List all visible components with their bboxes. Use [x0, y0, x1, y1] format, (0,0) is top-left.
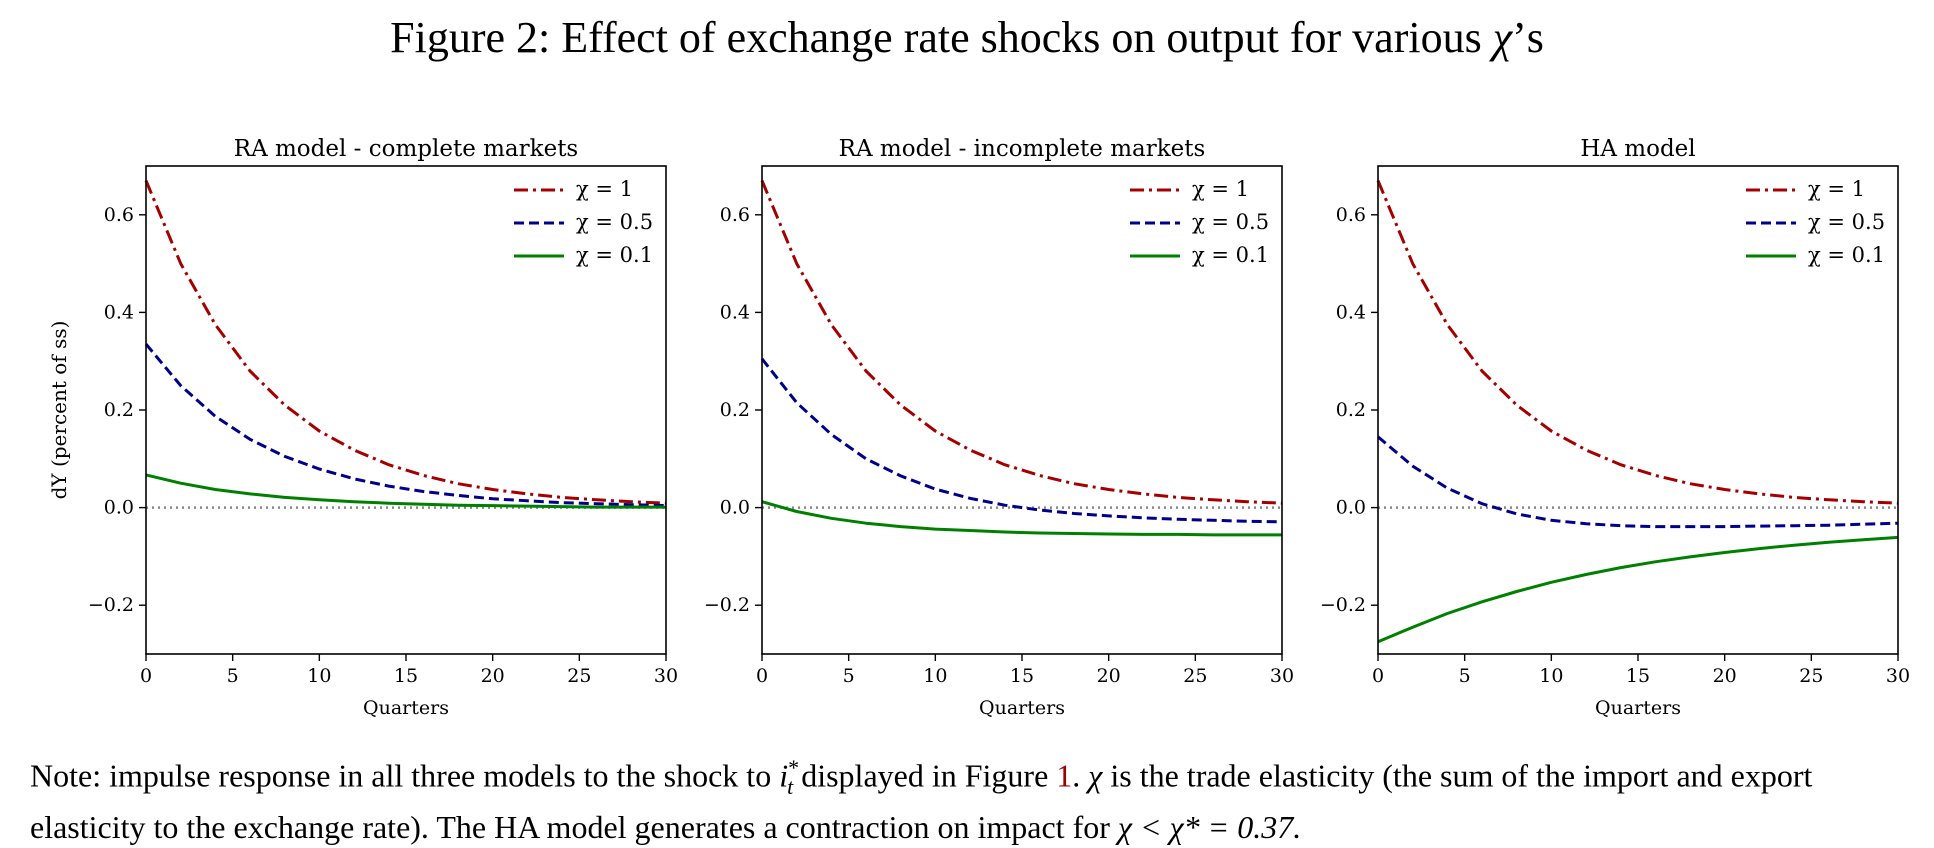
series-line-2	[144, 343, 667, 508]
series-line-1	[144, 180, 667, 505]
figure-title-suffix: ’s	[1512, 13, 1544, 62]
x-axis-label: Quarters	[979, 697, 1065, 719]
x-tick-label: 5	[227, 665, 239, 687]
x-tick-label: 20	[481, 665, 505, 687]
x-tick-label: 30	[1270, 665, 1294, 687]
figure-title-text: Figure 2: Effect of exchange rate shocks…	[390, 13, 1493, 62]
note-text-4: is the trade elasticity (the sum of the …	[30, 757, 1813, 846]
x-tick-label: 10	[307, 665, 331, 687]
note-text-2: displayed in Figure	[793, 757, 1057, 794]
x-tick-label: 20	[1097, 665, 1121, 687]
figure-reference-link[interactable]: 1	[1056, 757, 1073, 794]
chart-panel-1: RA model - complete markets 0 5 10 15 20 25 30 −…	[47, 136, 678, 719]
legend-label: χ = 0.1	[1192, 243, 1269, 267]
legend-label: χ = 0.5	[1192, 210, 1269, 234]
x-tick-label: 15	[1010, 665, 1034, 687]
chart-panel-3: HA model 0 5 10 15 20 25 30 −0.2 0.0 0.2 0.4 0.6 Quar…	[1320, 136, 1910, 719]
x-tick-label: 30	[654, 665, 678, 687]
y-tick-label: −0.2	[88, 594, 134, 616]
x-tick-label: 5	[1459, 665, 1471, 687]
x-tick-label: 0	[140, 665, 152, 687]
y-tick-label: 0.4	[104, 301, 134, 323]
note-symbol-i: i	[779, 757, 789, 794]
x-tick-label: 0	[756, 665, 768, 687]
series-line-2	[760, 357, 1283, 524]
legend-label: χ = 0.5	[1808, 210, 1885, 234]
y-tick-label: −0.2	[704, 594, 750, 616]
chart-panel-2: RA model - incomplete markets 0 5 10 15 20 25 3…	[704, 136, 1294, 719]
x-tick-label: 25	[567, 665, 591, 687]
series-line-3	[761, 500, 1282, 537]
x-tick-label: 5	[843, 665, 855, 687]
y-tick-label: 0.0	[104, 497, 134, 519]
x-tick-label: 15	[394, 665, 418, 687]
x-tick-label: 0	[1372, 665, 1384, 687]
y-tick-label: 0.0	[1336, 497, 1366, 519]
legend-label: χ = 0.1	[576, 243, 653, 267]
figure-note: Note: impulse response in all three mode…	[30, 748, 1910, 847]
figure-title: Figure 2: Effect of exchange rate shocks…	[0, 12, 1934, 63]
plot-frame	[145, 165, 667, 655]
series-line-3	[1377, 535, 1899, 644]
x-tick-label: 10	[923, 665, 947, 687]
y-tick-label: 0.4	[1336, 301, 1366, 323]
y-tick-label: 0.6	[104, 204, 134, 226]
note-symbol-i-sub: t	[787, 774, 794, 800]
panel-title: RA model - incomplete markets	[839, 136, 1206, 162]
y-axis-label: dY (percent of ss)	[47, 321, 71, 500]
y-tick-label: 0.6	[1336, 204, 1366, 226]
note-text-1: Note: impulse response in all three mode…	[30, 757, 780, 794]
legend-label: χ = 0.1	[1808, 243, 1885, 267]
x-tick-label: 25	[1799, 665, 1823, 687]
plot-frame	[1377, 165, 1899, 655]
x-tick-label: 20	[1713, 665, 1737, 687]
panel-title: HA model	[1580, 136, 1695, 162]
figure-title-symbol: χ	[1492, 13, 1513, 62]
y-tick-label: 0.2	[720, 399, 750, 421]
x-axis-label: Quarters	[363, 697, 449, 719]
charts-area: RA model - complete markets 0 5 10 15 20 25 30 −…	[47, 136, 1910, 719]
x-tick-label: 10	[1539, 665, 1563, 687]
legend-label: χ = 0.5	[576, 210, 653, 234]
legend-label: χ = 1	[1192, 177, 1249, 201]
x-axis-label: Quarters	[1595, 697, 1681, 719]
y-tick-label: 0.0	[720, 497, 750, 519]
note-text-3: .	[1072, 757, 1089, 794]
y-tick-label: −0.2	[1320, 594, 1366, 616]
series-line-3	[145, 473, 666, 509]
series-line-1	[760, 180, 1283, 505]
x-tick-label: 25	[1183, 665, 1207, 687]
x-tick-label: 15	[1626, 665, 1650, 687]
series-line-2	[1377, 435, 1899, 529]
note-symbol-chi: χ	[1088, 757, 1103, 794]
y-tick-label: 0.2	[1336, 399, 1366, 421]
panel-title: RA model - complete markets	[234, 136, 578, 162]
y-tick-label: 0.2	[104, 399, 134, 421]
legend-label: χ = 1	[1808, 177, 1865, 201]
legend-label: χ = 1	[576, 177, 633, 201]
y-tick-label: 0.4	[720, 301, 750, 323]
x-tick-label: 30	[1886, 665, 1910, 687]
note-inequality: χ < χ* = 0.37.	[1117, 809, 1302, 846]
plot-frame	[761, 165, 1283, 655]
note-symbol-i-sup: *	[788, 755, 800, 780]
y-tick-label: 0.6	[720, 204, 750, 226]
series-line-1	[1376, 180, 1899, 505]
